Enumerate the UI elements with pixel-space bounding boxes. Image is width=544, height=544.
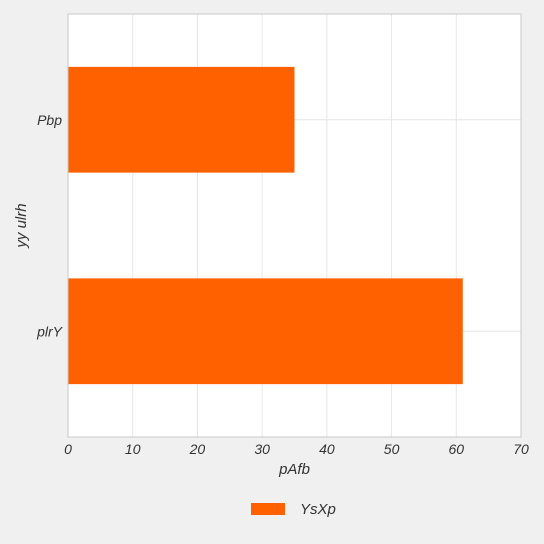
x-tick-label: 10 — [125, 441, 141, 457]
legend-swatch — [251, 503, 285, 515]
x-tick-label: 70 — [513, 441, 529, 457]
x-tick-label: 50 — [384, 441, 400, 457]
y-axis-ticks: plrY Pbp — [36, 112, 64, 340]
bar-plrY — [68, 278, 463, 385]
y-tick-label: Pbp — [37, 112, 62, 128]
bars — [68, 66, 463, 385]
legend: YsXp — [251, 501, 336, 518]
y-tick-label: plrY — [36, 323, 64, 339]
y-axis-label: yy ulrh — [13, 203, 30, 248]
x-axis-label: pAfb — [278, 461, 310, 478]
x-tick-label: 0 — [64, 441, 72, 457]
x-tick-label: 20 — [189, 441, 206, 457]
x-tick-label: 30 — [254, 441, 270, 457]
x-tick-label: 40 — [319, 441, 335, 457]
bar-Pbp — [68, 66, 295, 173]
x-axis-ticks: 0 10 20 30 40 50 60 70 — [64, 441, 529, 457]
plot-area-border — [67, 13, 522, 438]
x-tick-label: 60 — [448, 441, 464, 457]
legend-label: YsXp — [300, 501, 336, 518]
